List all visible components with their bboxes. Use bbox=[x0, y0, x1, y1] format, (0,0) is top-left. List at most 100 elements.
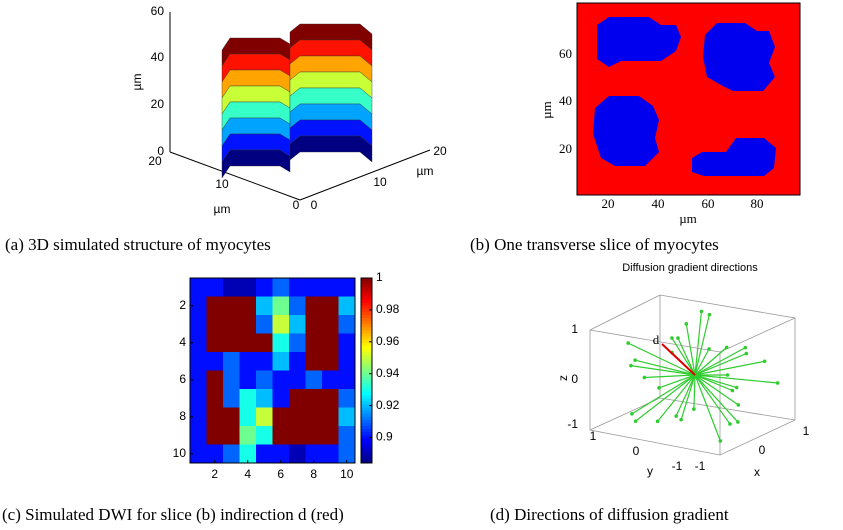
heatmap-cell bbox=[273, 315, 290, 334]
heatmap-cell bbox=[207, 426, 224, 445]
heatmap-cell bbox=[322, 278, 339, 297]
heatmap-cell bbox=[256, 278, 273, 297]
heatmap-cell bbox=[273, 334, 290, 353]
heatmap-cell bbox=[223, 426, 240, 445]
gradient-tip bbox=[707, 347, 711, 351]
heatmap-cell bbox=[306, 352, 323, 371]
tick-label: -1 bbox=[695, 459, 706, 473]
colorbar-step bbox=[361, 426, 372, 430]
heatmap-cell bbox=[256, 389, 273, 408]
colorbar-step bbox=[361, 367, 372, 371]
colorbar-step bbox=[361, 454, 372, 458]
heatmap-cell bbox=[322, 445, 339, 464]
heatmap-cell bbox=[223, 408, 240, 427]
colorbar-step bbox=[361, 451, 372, 455]
tick-label: -1 bbox=[672, 459, 683, 473]
colorbar-tick-label: 0.94 bbox=[376, 366, 400, 380]
heatmap-cell bbox=[289, 445, 306, 464]
colorbar-step bbox=[361, 312, 372, 316]
caption: (c) Simulated DWI for slice (b) indirect… bbox=[2, 505, 344, 524]
colorbar-tick-label: 1 bbox=[376, 270, 383, 284]
heatmap-cell bbox=[322, 334, 339, 353]
heatmap-cell bbox=[339, 371, 356, 390]
heatmap-cell bbox=[273, 278, 290, 297]
tick-label: 80 bbox=[751, 196, 764, 211]
axis-label: µm bbox=[417, 164, 434, 178]
tick-label: 20 bbox=[433, 144, 447, 158]
gradient-ray bbox=[636, 375, 695, 421]
colorbar-step bbox=[361, 383, 372, 387]
heatmap-cell bbox=[289, 371, 306, 390]
colorbar-step bbox=[361, 401, 372, 405]
axis-label: z bbox=[556, 375, 570, 381]
heatmap-cell bbox=[207, 371, 224, 390]
gradient-ray bbox=[695, 361, 765, 375]
panel-title: Diffusion gradient directions bbox=[622, 262, 758, 274]
colorbar-step bbox=[361, 392, 372, 396]
colorbar-step bbox=[361, 423, 372, 427]
colorbar-step bbox=[361, 438, 372, 442]
heatmap-cell bbox=[240, 315, 257, 334]
tick-label: 40 bbox=[559, 93, 572, 108]
colorbar-step bbox=[361, 318, 372, 322]
y-tick-label: 10 bbox=[173, 446, 187, 460]
gradient-ray bbox=[695, 375, 720, 441]
gradient-tip bbox=[736, 403, 740, 407]
heatmap-cell bbox=[223, 297, 240, 316]
gradient-tip bbox=[643, 376, 647, 380]
colorbar-step bbox=[361, 417, 372, 421]
gradient-tip bbox=[626, 341, 630, 345]
tick-label: 60 bbox=[559, 46, 572, 61]
colorbar-step bbox=[361, 309, 372, 313]
colorbar-step bbox=[361, 306, 372, 310]
gradient-ray bbox=[695, 354, 746, 375]
colorbar-tick-label: 0.92 bbox=[376, 398, 400, 412]
tick-label: -1 bbox=[567, 417, 578, 431]
tick-label: 0 bbox=[759, 443, 766, 457]
x-tick-label: 10 bbox=[340, 467, 354, 481]
heatmap-cell bbox=[207, 334, 224, 353]
tick-label: 40 bbox=[652, 196, 665, 211]
colorbar-step bbox=[361, 457, 372, 461]
heatmap-cell bbox=[240, 297, 257, 316]
gradient-tip bbox=[736, 420, 740, 424]
gradient-tip bbox=[719, 439, 723, 443]
colorbar-step bbox=[361, 398, 372, 402]
heatmap-cell bbox=[306, 334, 323, 353]
colorbar-step bbox=[361, 297, 372, 301]
colorbar-step bbox=[361, 380, 372, 384]
tick-label: 10 bbox=[373, 175, 387, 189]
heatmap-cell bbox=[207, 408, 224, 427]
myocyte-layer bbox=[222, 150, 290, 178]
heatmap-cell bbox=[322, 371, 339, 390]
heatmap-cell bbox=[223, 445, 240, 464]
tick-label: 1 bbox=[571, 322, 578, 336]
heatmap-cell bbox=[273, 371, 290, 390]
heatmap-cell bbox=[223, 352, 240, 371]
gradient-tip bbox=[731, 389, 735, 393]
gradient-tip bbox=[630, 412, 634, 416]
gradient-tip bbox=[725, 346, 729, 350]
tick-label: 1 bbox=[803, 424, 810, 438]
gradient-ray bbox=[695, 315, 709, 375]
axis-label: y bbox=[647, 464, 653, 478]
colorbar-tick-label: 0.9 bbox=[376, 430, 393, 444]
tick-label: 40 bbox=[151, 50, 165, 64]
heatmap-cell bbox=[339, 408, 356, 427]
colorbar-step bbox=[361, 278, 372, 282]
heatmap-cell bbox=[273, 408, 290, 427]
colorbar-step bbox=[361, 334, 372, 338]
tick-label: 0 bbox=[633, 444, 640, 458]
heatmap-cell bbox=[306, 426, 323, 445]
gradient-tip bbox=[692, 407, 696, 411]
heatmap-cell bbox=[322, 315, 339, 334]
colorbar-step bbox=[361, 315, 372, 319]
x-tick-label: 8 bbox=[310, 467, 317, 481]
tick-label: 20 bbox=[148, 154, 162, 168]
x-tick-label: 4 bbox=[244, 467, 251, 481]
heatmap-cell bbox=[289, 297, 306, 316]
x-tick-label: 2 bbox=[211, 467, 218, 481]
heatmap-cell bbox=[273, 297, 290, 316]
heatmap-cell bbox=[322, 426, 339, 445]
colorbar-step bbox=[361, 389, 372, 393]
